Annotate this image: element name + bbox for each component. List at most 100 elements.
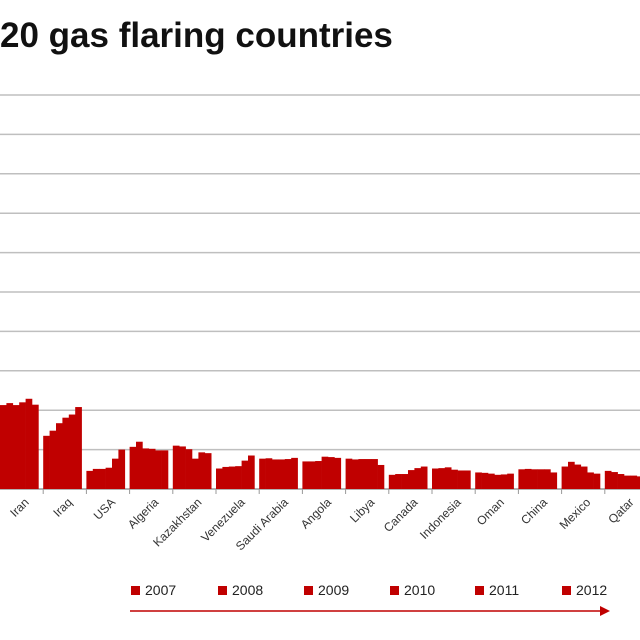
bar-venezuela-2009 bbox=[228, 466, 236, 489]
bar-qatar-2008 bbox=[611, 472, 618, 489]
legend-label: 2008 bbox=[232, 582, 264, 598]
bar-canada-2011 bbox=[414, 468, 422, 489]
legend-arrow bbox=[130, 606, 610, 616]
bar-libya-2008 bbox=[352, 459, 359, 489]
legend-item-2009: 2009 bbox=[304, 582, 349, 598]
bar-algeria-2007 bbox=[129, 446, 137, 489]
bar-angola-2011 bbox=[328, 457, 335, 489]
bars bbox=[0, 398, 640, 494]
bar-china-2010 bbox=[537, 469, 545, 489]
bar-kazakhstan-2009 bbox=[185, 449, 193, 489]
x-tick-label: USA bbox=[91, 495, 118, 522]
legend-item-2012: 2012 bbox=[562, 582, 607, 598]
bar-oman-2012 bbox=[507, 473, 514, 489]
bar-angola-2012 bbox=[334, 457, 342, 489]
gridlines bbox=[0, 94, 640, 490]
x-tick-label: Mexico bbox=[557, 495, 594, 532]
x-tick-label: China bbox=[518, 495, 550, 527]
bar-usa-2008 bbox=[92, 468, 100, 489]
legend-label: 2012 bbox=[576, 582, 608, 598]
bar-kazakhstan-2010 bbox=[192, 458, 199, 489]
bar-saudi-arabia-2011 bbox=[284, 459, 292, 489]
bar-china-2007 bbox=[518, 469, 526, 489]
bar-iran-2011 bbox=[25, 398, 33, 489]
bar-iran-2007 bbox=[0, 405, 7, 489]
x-tick-label: Angola bbox=[298, 495, 335, 532]
bar-china-2011 bbox=[544, 469, 551, 489]
category-labels: Iran Iraq USA AlgeriaKazakhstanVenezuelaSau… bbox=[7, 495, 636, 553]
x-tick-label: Indonesia bbox=[417, 495, 464, 542]
bar-qatar-2011 bbox=[630, 475, 638, 489]
bar-angola-2010 bbox=[321, 456, 329, 489]
bar-saudi-arabia-2009 bbox=[272, 459, 279, 489]
bar-usa-2009 bbox=[99, 468, 106, 489]
bar-venezuela-2008 bbox=[222, 466, 230, 489]
legend-swatch bbox=[475, 586, 484, 595]
bar-usa-2012 bbox=[118, 449, 126, 489]
bar-venezuela-2012 bbox=[248, 455, 255, 489]
bar-algeria-2008 bbox=[136, 441, 143, 489]
bar-china-2009 bbox=[531, 469, 538, 489]
bar-canada-2010 bbox=[408, 470, 415, 489]
bar-saudi-arabia-2008 bbox=[265, 458, 273, 489]
bar-oman-2007 bbox=[475, 472, 482, 489]
legend-swatch bbox=[131, 586, 140, 595]
bar-oman-2008 bbox=[481, 472, 489, 489]
bar-indonesia-2009 bbox=[444, 467, 452, 489]
bar-iran-2010 bbox=[19, 402, 26, 489]
bar-canada-2012 bbox=[420, 466, 428, 489]
bar-angola-2008 bbox=[308, 461, 316, 489]
bar-iran-2012 bbox=[32, 404, 39, 489]
bar-algeria-2011 bbox=[155, 450, 162, 489]
bar-canada-2009 bbox=[401, 474, 409, 489]
bar-canada-2008 bbox=[395, 474, 402, 489]
bar-canada-2007 bbox=[388, 474, 396, 489]
bar-indonesia-2010 bbox=[451, 469, 458, 489]
x-tick-label: Iran bbox=[7, 495, 32, 520]
bar-algeria-2012 bbox=[161, 450, 169, 489]
bar-algeria-2010 bbox=[148, 448, 156, 489]
arrow-head-icon bbox=[600, 606, 610, 616]
bar-iraq-2010 bbox=[62, 417, 70, 489]
legend-swatch bbox=[218, 586, 227, 595]
bar-oman-2011 bbox=[500, 474, 508, 489]
bar-iran-2009 bbox=[12, 405, 20, 489]
x-tick-label: Libya bbox=[347, 495, 377, 525]
bar-kazakhstan-2008 bbox=[179, 446, 186, 489]
legend-item-2011: 2011 bbox=[475, 582, 519, 598]
legend-item-2008: 2008 bbox=[218, 582, 263, 598]
bar-libya-2009 bbox=[358, 459, 366, 489]
bar-saudi-arabia-2012 bbox=[291, 457, 298, 489]
bar-libya-2012 bbox=[377, 464, 385, 489]
bar-iraq-2012 bbox=[75, 407, 82, 489]
bar-qatar-2009 bbox=[617, 474, 625, 489]
legend-swatch bbox=[390, 586, 399, 595]
bar-kazakhstan-2012 bbox=[204, 453, 212, 489]
bar-indonesia-2012 bbox=[464, 470, 471, 489]
bar-kazakhstan-2007 bbox=[172, 445, 180, 489]
bar-iraq-2011 bbox=[68, 414, 76, 489]
bar-libya-2007 bbox=[345, 458, 353, 489]
bar-mexico-2007 bbox=[561, 466, 569, 489]
bar-china-2012 bbox=[550, 472, 558, 489]
bar-qatar-2012 bbox=[636, 476, 640, 489]
bar-algeria-2009 bbox=[142, 448, 150, 489]
x-tick-label: Qatar bbox=[605, 495, 636, 526]
bar-saudi-arabia-2010 bbox=[278, 459, 286, 489]
legend-label: 2007 bbox=[145, 582, 177, 598]
legend-label: 2011 bbox=[489, 582, 520, 598]
bar-venezuela-2011 bbox=[241, 460, 249, 489]
bar-indonesia-2011 bbox=[457, 470, 465, 489]
bar-iraq-2007 bbox=[43, 435, 50, 489]
legend-label: 2009 bbox=[318, 582, 350, 598]
bar-saudi-arabia-2007 bbox=[259, 458, 266, 489]
x-tick-label: Oman bbox=[474, 495, 507, 528]
legend-swatch bbox=[562, 586, 571, 595]
bar-kazakhstan-2011 bbox=[198, 452, 206, 489]
bar-angola-2007 bbox=[302, 461, 310, 489]
bar-iraq-2008 bbox=[49, 430, 57, 489]
bar-mexico-2008 bbox=[568, 461, 575, 489]
bar-usa-2010 bbox=[105, 467, 113, 489]
bar-iran-2008 bbox=[6, 403, 14, 489]
